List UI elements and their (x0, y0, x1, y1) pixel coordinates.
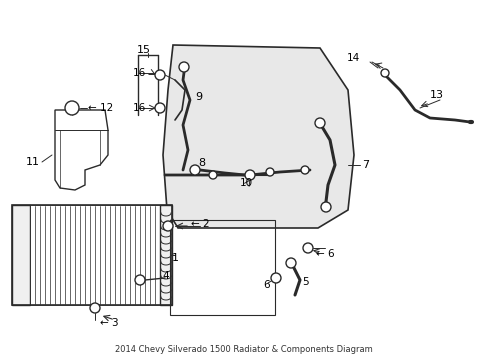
Circle shape (135, 275, 145, 285)
Text: 10: 10 (240, 178, 253, 188)
Bar (12, 205, 172, 305)
Circle shape (270, 273, 281, 283)
Polygon shape (55, 110, 108, 190)
Circle shape (303, 243, 312, 253)
Text: ← 3: ← 3 (100, 318, 119, 328)
Circle shape (155, 70, 164, 80)
Text: 5: 5 (302, 277, 308, 287)
Text: ← 2: ← 2 (191, 219, 209, 229)
Text: ← 6: ← 6 (315, 249, 334, 259)
Text: 14: 14 (346, 53, 360, 63)
Text: 2014 Chevy Silverado 1500 Radiator & Components Diagram: 2014 Chevy Silverado 1500 Radiator & Com… (115, 346, 372, 355)
Text: 16: 16 (133, 103, 146, 113)
Text: 11: 11 (26, 157, 40, 167)
Text: 9: 9 (195, 92, 202, 102)
Circle shape (265, 168, 273, 176)
Bar (30, 205, 160, 305)
Text: 15: 15 (137, 45, 151, 55)
Text: 16: 16 (133, 68, 146, 78)
Text: ← 12: ← 12 (88, 103, 113, 113)
Circle shape (190, 165, 200, 175)
Text: 6: 6 (263, 280, 269, 290)
Text: 13: 13 (429, 90, 443, 100)
Polygon shape (160, 205, 172, 305)
Text: 4: 4 (162, 271, 168, 281)
Bar (170, 220, 274, 315)
Circle shape (65, 101, 79, 115)
Circle shape (285, 258, 295, 268)
Circle shape (314, 118, 325, 128)
Text: 7: 7 (361, 160, 368, 170)
Circle shape (163, 221, 173, 231)
Circle shape (155, 103, 164, 113)
Text: 8: 8 (198, 158, 204, 168)
Circle shape (179, 62, 189, 72)
Circle shape (380, 69, 388, 77)
Circle shape (244, 170, 254, 180)
Polygon shape (12, 205, 30, 305)
Circle shape (320, 202, 330, 212)
Polygon shape (163, 45, 353, 228)
Circle shape (90, 303, 100, 313)
Circle shape (301, 166, 308, 174)
Text: 1: 1 (172, 253, 179, 263)
Circle shape (208, 171, 217, 179)
